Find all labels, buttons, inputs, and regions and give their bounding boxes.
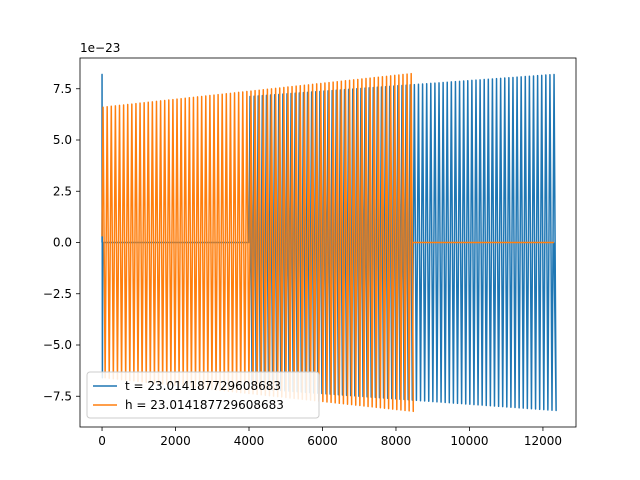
x-tick-label: 2000 xyxy=(160,434,191,448)
series-t-line xyxy=(101,73,557,412)
legend-label: t = 23.014187729608683 xyxy=(125,379,281,393)
x-tick-label: 8000 xyxy=(381,434,412,448)
y-offset-label: 1e−23 xyxy=(80,41,120,55)
y-tick-label: −2.5 xyxy=(43,287,72,301)
legend-box xyxy=(86,371,320,419)
y-tick-label: 7.5 xyxy=(53,82,72,96)
legend-label: h = 23.014187729608683 xyxy=(125,398,284,412)
x-tick-label: 4000 xyxy=(234,434,265,448)
x-tick-label: 6000 xyxy=(307,434,338,448)
y-tick-label: 5.0 xyxy=(53,133,72,147)
series-h-line xyxy=(101,72,554,413)
y-tick-label: −5.0 xyxy=(43,338,72,352)
series-layer xyxy=(101,72,557,413)
x-tick-label: 12000 xyxy=(524,434,562,448)
x-tick-label: 0 xyxy=(98,434,106,448)
y-tick-label: −7.5 xyxy=(43,389,72,403)
legend: t = 23.014187729608683 h = 23.01418772960… xyxy=(86,371,320,419)
axes-layer: 0 2000 4000 6000 8000 10000 12000 −7.5 −5.0 −2.5 0… xyxy=(43,57,577,448)
y-tick-label: 2.5 xyxy=(53,184,72,198)
x-tick-label: 10000 xyxy=(450,434,488,448)
y-tick-label: 0.0 xyxy=(53,236,72,250)
